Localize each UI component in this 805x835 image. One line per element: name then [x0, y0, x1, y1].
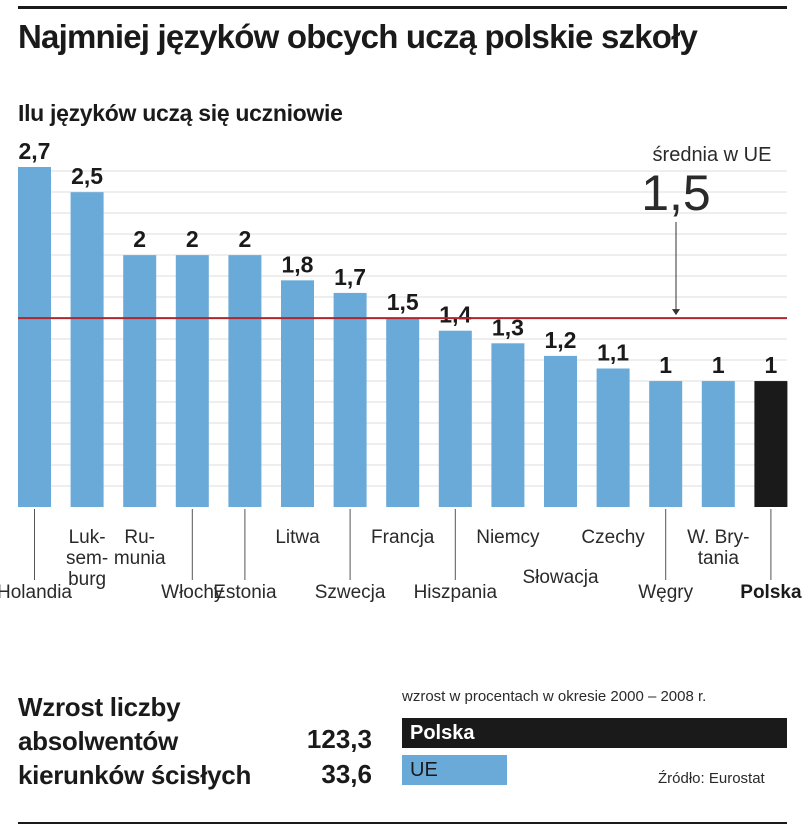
category-label-line: Francja — [371, 527, 435, 548]
value-label: 1,2 — [545, 327, 577, 353]
category-label-line: Słowacja — [522, 567, 598, 588]
growth-caption: wzrost w procentach w okresie 2000 – 200… — [402, 688, 707, 705]
eu-average-value: 1,5 — [641, 165, 711, 221]
growth-value-polska: 123,3 — [306, 724, 372, 754]
bar-14 — [701, 381, 735, 507]
category-label: Holandia — [0, 582, 72, 603]
category-label-line: sem- — [66, 548, 108, 569]
category-label: Szwecja — [315, 582, 386, 603]
value-label: 2 — [186, 226, 199, 252]
value-label: 1,1 — [597, 339, 629, 365]
value-label: 1 — [765, 352, 778, 378]
bar-4 — [175, 255, 209, 507]
value-label: 1,8 — [282, 251, 314, 277]
bar-1 — [18, 167, 51, 507]
value-label: 1 — [659, 352, 672, 378]
growth-bar-label: Polska — [410, 722, 475, 744]
category-label-line: Luk- — [69, 527, 106, 548]
bar-3 — [123, 255, 157, 507]
category-label-line: W. Bry- — [687, 527, 749, 548]
category-label-line: Węgry — [638, 582, 693, 603]
category-label-line: Włochy — [161, 582, 224, 603]
bottom-rule — [18, 822, 787, 824]
bar-12 — [596, 368, 630, 507]
category-label: Niemcy — [476, 527, 540, 548]
category-label: Ru-munia — [114, 527, 166, 569]
category-label: Włochy — [161, 582, 224, 603]
bar-chart: 2,72,52 2 21,8 1,71,5 1,4 1,3 1,2 1,1 1 1 1średnia… — [0, 138, 802, 603]
growth-heading-line: absolwentów — [18, 726, 178, 756]
category-label: Polska — [740, 582, 802, 603]
growth-heading-line: Wzrost liczby — [18, 692, 181, 722]
value-label: 2 — [133, 226, 146, 252]
value-label: 2,5 — [71, 163, 103, 189]
bar-11 — [544, 355, 577, 507]
category-label: Luk-sem-burg — [66, 527, 108, 590]
value-label: 1,4 — [439, 302, 471, 328]
eu-average-arrowhead — [672, 309, 680, 316]
category-label-line: Hiszpania — [414, 582, 498, 603]
growth-heading: Wzrost liczby absolwentów kierunków ścis… — [18, 690, 258, 792]
growth-bar-polska: Polska — [402, 718, 787, 748]
category-label-line: burg — [68, 569, 106, 590]
bar-13 — [649, 381, 683, 507]
value-label: 1,5 — [387, 289, 419, 315]
value-label: 1,7 — [334, 264, 366, 290]
category-label-line: Polska — [740, 582, 802, 603]
page-title: Najmniej języków obcych uczą polskie szk… — [18, 18, 698, 55]
bar-8 — [386, 318, 420, 507]
category-label: Czechy — [581, 527, 645, 548]
category-label: W. Bry-tania — [687, 527, 749, 569]
bar-15 — [754, 381, 788, 507]
growth-heading-line: kierunków ścisłych — [18, 760, 252, 790]
bar-9 — [438, 330, 472, 507]
value-label: 2,7 — [19, 138, 51, 164]
category-label: Węgry — [638, 582, 693, 603]
eu-average-label: średnia w UE — [653, 144, 772, 166]
category-label-line: Ru- — [124, 527, 155, 548]
growth-value-ue: 33,6 — [321, 759, 372, 789]
category-label: Francja — [371, 527, 435, 548]
category-label: Słowacja — [522, 567, 598, 588]
value-label: 1 — [712, 352, 725, 378]
bar-10 — [491, 343, 525, 507]
growth-bar-label: UE — [410, 759, 438, 781]
category-label-line: Czechy — [581, 527, 645, 548]
category-label-line: Niemcy — [476, 527, 540, 548]
bar-7 — [333, 292, 367, 507]
category-label-line: munia — [114, 548, 166, 569]
bar-6 — [281, 280, 314, 507]
top-rule — [18, 6, 787, 9]
value-label: 2 — [239, 226, 252, 252]
category-label: Litwa — [275, 527, 320, 548]
category-label: Estonia — [213, 582, 277, 603]
category-label-line: Szwecja — [315, 582, 386, 603]
bar-5 — [228, 255, 262, 507]
category-label: Hiszpania — [414, 582, 498, 603]
growth-bar-ue: UE — [402, 755, 507, 785]
category-label-line: Estonia — [213, 582, 277, 603]
source-note: Źródło: Eurostat — [658, 770, 765, 787]
bar-2 — [70, 192, 104, 507]
category-label-line: Holandia — [0, 582, 72, 603]
category-label-line: tania — [698, 548, 740, 569]
chart-title: Ilu języków uczą się uczniowie — [18, 100, 343, 126]
category-label-line: Litwa — [275, 527, 320, 548]
